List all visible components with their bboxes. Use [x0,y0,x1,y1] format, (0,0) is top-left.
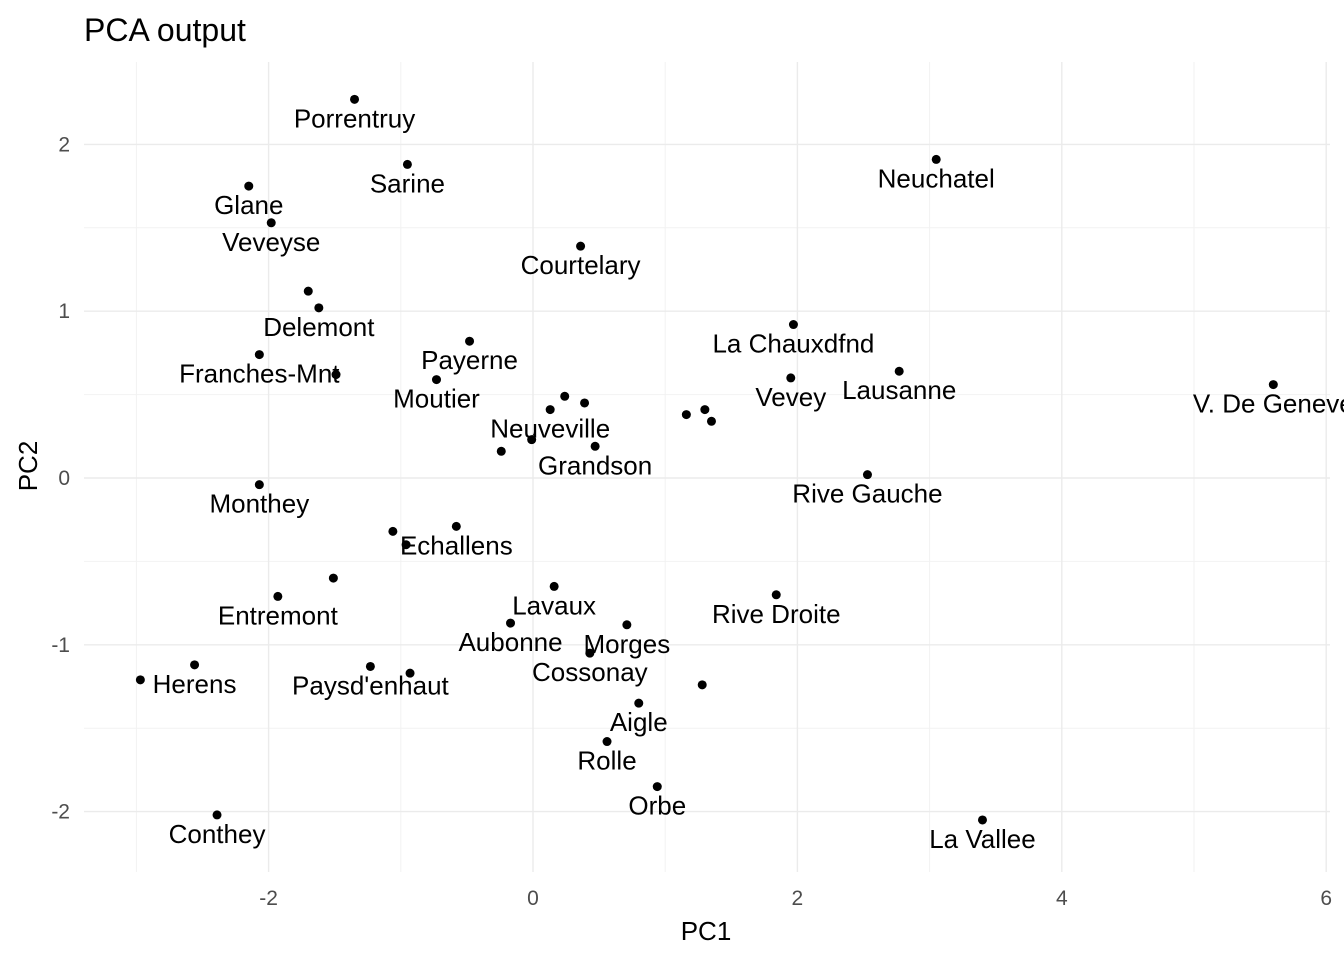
data-point [254,350,264,360]
data-point [560,391,570,401]
data-point-label: Aubonne [458,627,562,657]
data-point [862,470,872,480]
data-point-label: Grandson [538,450,652,480]
data-point [706,416,716,426]
data-point [190,660,200,670]
data-point [931,154,941,164]
data-point [652,782,662,792]
data-point-label: Lavaux [512,590,596,620]
data-point-label: Sarine [370,168,445,198]
data-point [1268,380,1278,390]
data-point [314,303,324,313]
data-point [401,540,411,550]
data-point-label: Neuchatel [878,163,995,193]
data-point [549,581,559,591]
x-axis-title: PC1 [681,916,732,946]
data-point [465,336,475,346]
data-point [451,521,461,531]
data-point-label: Cossonay [532,657,648,687]
y-axis-title: PC2 [13,441,43,492]
data-point-label: Delemont [263,312,375,342]
data-point [590,441,600,451]
data-point-label: Herens [153,669,237,699]
data-point [331,370,341,380]
data-point [506,618,516,628]
data-point [328,573,338,583]
data-point [700,405,710,415]
data-point [266,218,276,228]
data-point [402,159,412,169]
data-points [135,94,1278,825]
y-tick-label: 1 [58,300,70,323]
data-point-label: Moutier [393,384,480,414]
data-point [212,810,222,820]
data-point [681,410,691,420]
data-point-label: Glane [214,190,283,220]
data-point-label: Paysd'enhaut [292,670,450,700]
data-point-label: Conthey [169,819,266,849]
data-point-label: La Chauxdfnd [712,329,874,359]
y-tick-label: 0 [58,467,70,490]
chart-title: PCA output [84,12,246,48]
data-point [135,675,145,685]
data-point-label: Porrentruy [294,103,415,133]
x-tick-label: 0 [527,887,539,910]
data-point [576,241,586,251]
data-point [545,405,555,415]
y-tick-label: 2 [58,133,70,156]
data-point-label: Entremont [218,600,339,630]
minor-gridlines [84,62,1330,872]
data-point-label: Franches-Mnt [179,359,340,389]
data-point [977,815,987,825]
data-point-label: La Vallee [929,824,1036,854]
data-point-label: Vevey [755,382,826,412]
data-point [388,526,398,536]
y-tick-label: -2 [51,801,70,824]
data-point [580,398,590,408]
data-point [350,94,360,104]
data-point-label: Rive Gauche [792,479,942,509]
x-tick-label: 2 [792,887,804,910]
data-point [771,590,781,600]
data-point-label: Lausanne [842,375,956,405]
x-axis-tick-labels: -2 0 2 4 6 [259,887,1332,910]
x-tick-label: 6 [1320,887,1332,910]
data-point-label: Veveyse [222,227,320,257]
y-tick-label: -1 [51,634,70,657]
data-point [602,737,612,747]
x-tick-label: 4 [1056,887,1068,910]
x-tick-label: -2 [259,887,278,910]
data-point-label: Morges [584,629,671,659]
data-point-label: Rolle [577,746,636,776]
data-point [254,480,264,490]
data-point [697,680,707,690]
data-point [365,661,375,671]
data-point [622,620,632,630]
data-point [527,435,537,445]
data-point-label: V. De Geneve [1193,389,1344,419]
data-point-label: Rive Droite [712,599,841,629]
major-gridlines [84,62,1330,872]
data-point [496,446,506,456]
data-point [303,286,313,296]
data-point-label: Aigle [610,707,668,737]
data-point-label: Neuveville [490,414,610,444]
data-point-label: Echallens [400,530,513,560]
point-labels: Porrentruy Sarine Neuchatel Glane Veveyse Cou… [153,103,1344,854]
data-point [786,373,796,383]
data-point [788,320,798,330]
data-point-label: Courtelary [521,250,641,280]
data-point [405,668,415,678]
y-axis-tick-labels: -2 -1 0 1 2 [51,133,70,823]
data-point-label: Orbe [628,791,686,821]
data-point [431,375,441,385]
data-point [634,698,644,708]
data-point-label: Monthey [209,489,309,519]
data-point [273,591,283,601]
data-point [585,648,595,658]
data-point-label: Payerne [421,345,518,375]
data-point [244,181,254,191]
data-point [894,366,904,376]
